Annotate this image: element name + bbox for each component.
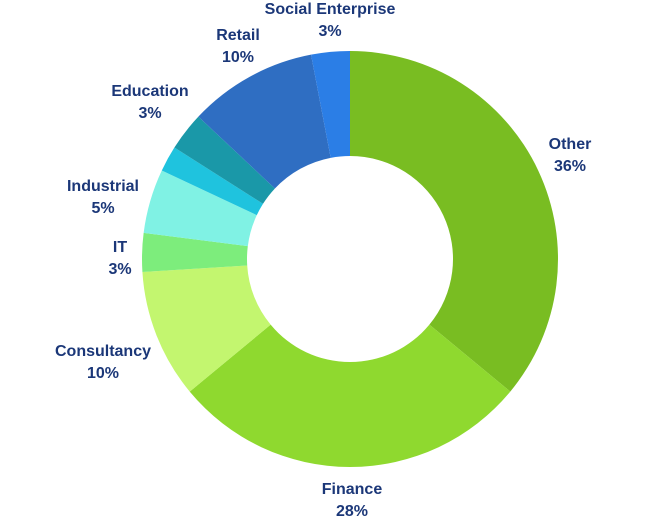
category-label: Finance [322, 481, 383, 498]
value-label: 3% [318, 23, 341, 40]
category-label: Education [111, 83, 188, 100]
value-label: 3% [138, 105, 161, 122]
value-label: 10% [87, 365, 119, 382]
value-label: 3% [108, 261, 131, 278]
donut-segment [142, 232, 248, 273]
donut-segment [189, 324, 511, 467]
donut-segment [174, 116, 275, 204]
category-label: Other [549, 136, 592, 153]
donut-segment [161, 147, 264, 216]
donut-segment [311, 51, 350, 158]
value-label: 28% [336, 503, 368, 520]
category-label: Industrial [67, 178, 139, 195]
donut-segment [143, 170, 257, 247]
value-label: 10% [222, 49, 254, 66]
category-label: Retail [216, 27, 260, 44]
category-label: IT [113, 239, 127, 256]
donut-segment [198, 54, 331, 189]
donut-segment [142, 265, 271, 392]
value-label: 36% [554, 158, 586, 175]
value-label: 5% [91, 200, 114, 217]
category-label: Consultancy [55, 343, 151, 360]
category-label: Social Enterprise [265, 1, 396, 18]
donut-segment [350, 51, 558, 392]
